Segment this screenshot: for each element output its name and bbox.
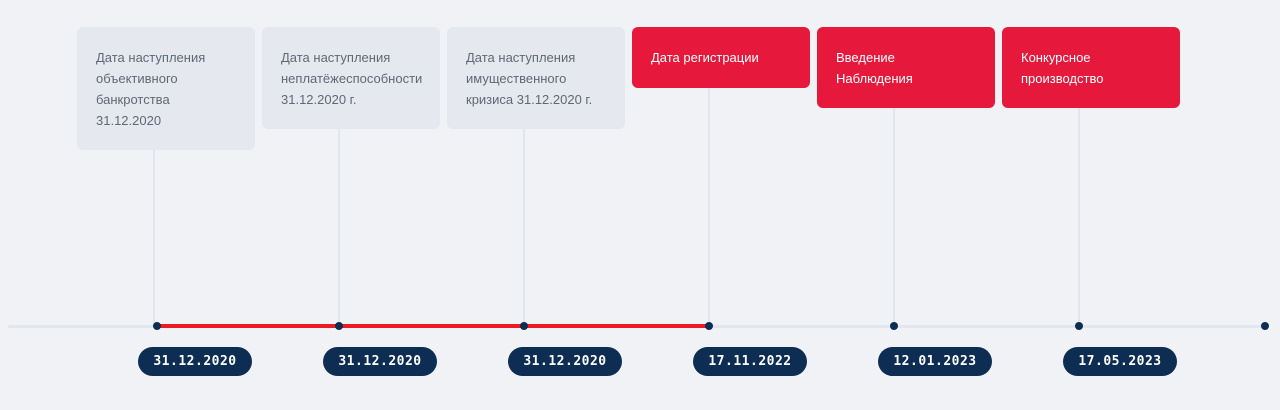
event-card-insolvency: Дата наступления неплатёжеспособности 31… [262,27,440,129]
event-connector [708,88,710,326]
event-card-bankruptcy-proceedings: Конкурсное производство [1002,27,1180,108]
event-card-supervision: Введение Наблюдения [817,27,995,108]
event-date-badge: 31.12.2020 [508,347,622,376]
timeline-marker [890,322,898,330]
timeline-marker [1075,322,1083,330]
timeline-marker [520,322,528,330]
event-date-badge: 31.12.2020 [323,347,437,376]
event-connector [893,108,895,326]
event-date-badge: 17.05.2023 [1063,347,1177,376]
timeline-end-marker [1261,322,1269,330]
event-date-badge: 12.01.2023 [878,347,992,376]
timeline-progress-bar [157,324,709,328]
timeline-marker [705,322,713,330]
timeline-marker [153,322,161,330]
event-connector [523,129,525,326]
event-connector [1078,108,1080,326]
event-card-property-crisis: Дата наступления имущественного кризиса … [447,27,625,129]
timeline-marker [335,322,343,330]
event-connector [153,150,155,326]
event-card-objective-bankruptcy: Дата наступления объективного банкротств… [77,27,255,150]
event-date-badge: 31.12.2020 [138,347,252,376]
event-card-registration: Дата регистрации [632,27,810,88]
event-connector [338,129,340,326]
event-date-badge: 17.11.2022 [693,347,807,376]
